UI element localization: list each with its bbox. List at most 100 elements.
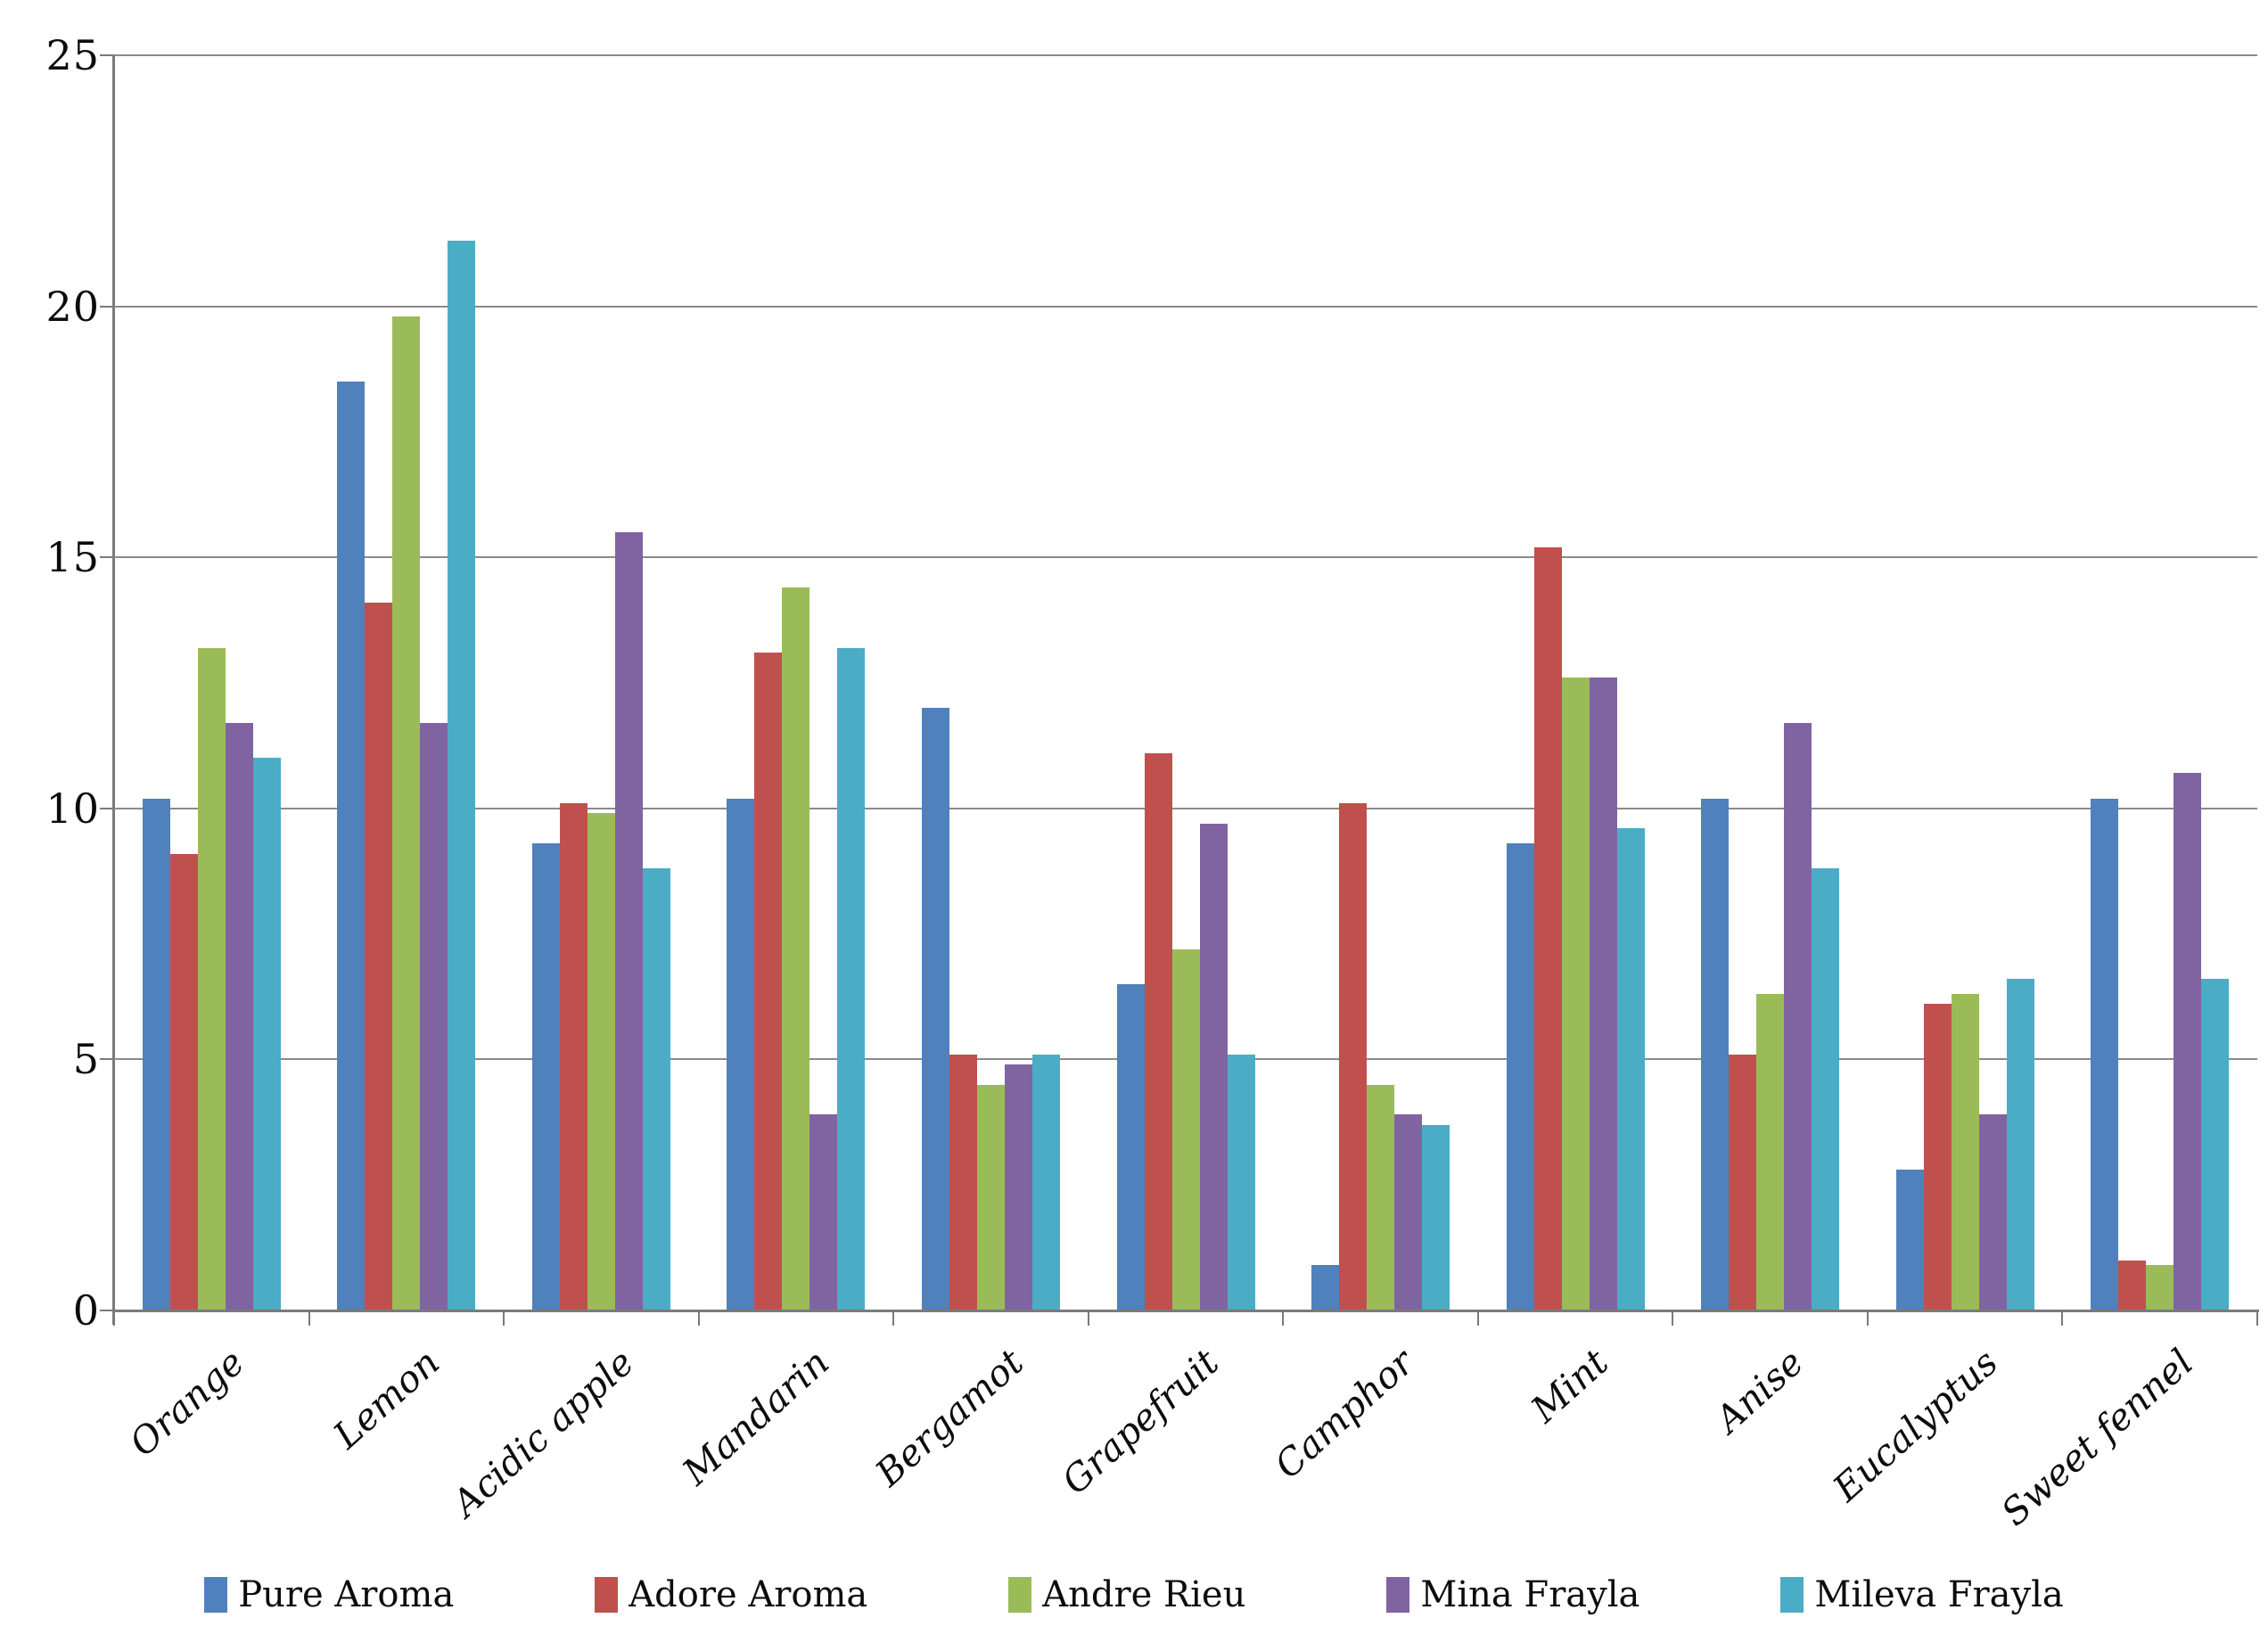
bar-mina-frayla-mint xyxy=(1589,678,1617,1310)
legend-swatch-pure-aroma xyxy=(204,1577,228,1613)
bar-mileva-frayla-mint xyxy=(1616,828,1645,1310)
x-axis-tick-5 xyxy=(1087,1312,1089,1326)
bar-groups-layer xyxy=(114,55,2257,1310)
category-label-anise: Anise xyxy=(1706,1341,1812,1442)
bar-andre-rieu-orange xyxy=(197,647,226,1310)
bar-mina-frayla-camphor xyxy=(1394,1114,1423,1310)
plot-area xyxy=(114,54,2257,1310)
x-axis-tick-7 xyxy=(1476,1312,1479,1326)
legend-item-andre-rieu: Andre Rieu xyxy=(1008,1574,1245,1615)
legend-swatch-mileva-frayla xyxy=(1780,1577,1804,1613)
y-grid-line-10 xyxy=(114,807,2257,809)
bar-andre-rieu-grapefruit xyxy=(1171,949,1200,1310)
category-label-orange: Orange xyxy=(121,1341,253,1466)
bar-adore-aroma-acidic-apple xyxy=(559,803,588,1310)
y-axis-tick-10 xyxy=(100,807,114,809)
legend-item-adore-aroma: Adore Aroma xyxy=(595,1574,867,1615)
bar-mileva-frayla-grapefruit xyxy=(1227,1054,1255,1310)
bar-pure-aroma-bergamot xyxy=(921,708,949,1310)
bar-mina-frayla-acidic-apple xyxy=(614,532,643,1310)
bar-mina-frayla-eucalyptus xyxy=(1978,1114,2007,1310)
bar-pure-aroma-eucalyptus xyxy=(1895,1170,1924,1310)
bar-group-camphor xyxy=(1283,55,1478,1310)
bar-mina-frayla-lemon xyxy=(420,723,448,1310)
bar-pure-aroma-camphor xyxy=(1311,1265,1340,1310)
category-label-mandarin: Mandarin xyxy=(674,1341,838,1494)
bar-pure-aroma-grapefruit xyxy=(1116,983,1145,1310)
y-grid-line-25 xyxy=(114,54,2257,56)
y-axis-tick-25 xyxy=(100,54,114,56)
legend-label-andre-rieu: Andre Rieu xyxy=(1042,1574,1246,1615)
legend-swatch-mina-frayla xyxy=(1386,1577,1410,1613)
bar-mileva-frayla-acidic-apple xyxy=(642,868,670,1310)
bar-mina-frayla-orange xyxy=(225,723,253,1310)
y-tick-label-25: 25 xyxy=(45,31,100,79)
y-axis-line xyxy=(112,55,115,1325)
bar-group-mandarin xyxy=(699,55,894,1310)
y-axis-tick-20 xyxy=(100,305,114,308)
bar-group-orange xyxy=(114,55,309,1310)
x-axis-tick-2 xyxy=(503,1312,505,1326)
bar-pure-aroma-acidic-apple xyxy=(531,843,560,1310)
category-label-lemon: Lemon xyxy=(325,1341,448,1458)
y-grid-line-15 xyxy=(114,556,2257,559)
y-tick-label-20: 20 xyxy=(45,282,100,331)
y-tick-label-10: 10 xyxy=(45,784,100,833)
bar-mileva-frayla-orange xyxy=(252,758,281,1310)
bar-andre-rieu-camphor xyxy=(1367,1084,1395,1310)
bar-group-grapefruit xyxy=(1089,55,1284,1310)
x-axis-tick-6 xyxy=(1282,1312,1285,1326)
legend-item-mileva-frayla: Mileva Frayla xyxy=(1780,1574,2064,1615)
bar-andre-rieu-sweet-fennel xyxy=(2146,1265,2174,1310)
y-axis-tick-0 xyxy=(100,1310,114,1311)
legend-item-mina-frayla: Mina Frayla xyxy=(1386,1574,1639,1615)
bar-mina-frayla-grapefruit xyxy=(1199,823,1228,1310)
x-axis-tick-8 xyxy=(1672,1312,1674,1326)
bar-mileva-frayla-eucalyptus xyxy=(2006,979,2034,1310)
bar-adore-aroma-grapefruit xyxy=(1144,752,1172,1310)
bar-mileva-frayla-lemon xyxy=(448,241,476,1310)
bar-group-acidic-apple xyxy=(504,55,699,1310)
bar-group-sweet-fennel xyxy=(2062,55,2257,1310)
bar-andre-rieu-anise xyxy=(1756,994,1785,1310)
bar-andre-rieu-acidic-apple xyxy=(587,813,615,1310)
y-grid-line-20 xyxy=(114,305,2257,308)
bar-mileva-frayla-bergamot xyxy=(1031,1054,1060,1310)
bar-adore-aroma-bergamot xyxy=(949,1054,977,1310)
y-axis-tick-5 xyxy=(100,1058,114,1061)
legend-item-pure-aroma: Pure Aroma xyxy=(204,1574,454,1615)
category-label-eucalyptus: Eucalyptus xyxy=(1825,1341,2007,1510)
y-tick-label-15: 15 xyxy=(45,533,100,582)
bar-mileva-frayla-anise xyxy=(1812,868,1840,1310)
legend-swatch-adore-aroma xyxy=(595,1577,619,1613)
bar-pure-aroma-sweet-fennel xyxy=(2091,798,2119,1310)
legend-label-pure-aroma: Pure Aroma xyxy=(238,1574,455,1615)
bar-group-lemon xyxy=(309,55,505,1310)
bar-pure-aroma-anise xyxy=(1701,798,1730,1310)
x-axis-tick-10 xyxy=(2061,1312,2064,1326)
bar-adore-aroma-anise xyxy=(1729,1054,1757,1310)
legend-label-mina-frayla: Mina Frayla xyxy=(1420,1574,1640,1615)
legend-swatch-andre-rieu xyxy=(1008,1577,1032,1613)
category-label-bergamot: Bergamot xyxy=(867,1341,1032,1495)
y-axis-tick-15 xyxy=(100,556,114,559)
bar-mileva-frayla-mandarin xyxy=(837,647,866,1310)
category-label-sweet-fennel: Sweet fennel xyxy=(1993,1341,2201,1534)
x-axis-tick-1 xyxy=(308,1312,310,1326)
y-tick-label-5: 5 xyxy=(72,1035,100,1084)
bar-adore-aroma-sweet-fennel xyxy=(2118,1260,2147,1310)
x-axis-tick-3 xyxy=(697,1312,700,1326)
bar-andre-rieu-eucalyptus xyxy=(1951,994,1979,1310)
bar-pure-aroma-lemon xyxy=(337,382,366,1310)
bar-andre-rieu-bergamot xyxy=(976,1084,1005,1310)
legend-label-adore-aroma: Adore Aroma xyxy=(629,1574,868,1615)
category-label-camphor: Camphor xyxy=(1266,1341,1422,1487)
x-axis-tick-4 xyxy=(892,1312,895,1326)
bar-adore-aroma-camphor xyxy=(1339,803,1368,1310)
bar-mina-frayla-mandarin xyxy=(809,1114,838,1310)
bar-pure-aroma-orange xyxy=(142,798,170,1310)
bar-adore-aroma-mandarin xyxy=(754,653,783,1310)
bar-adore-aroma-eucalyptus xyxy=(1923,1004,1952,1310)
bar-andre-rieu-mandarin xyxy=(782,587,810,1310)
